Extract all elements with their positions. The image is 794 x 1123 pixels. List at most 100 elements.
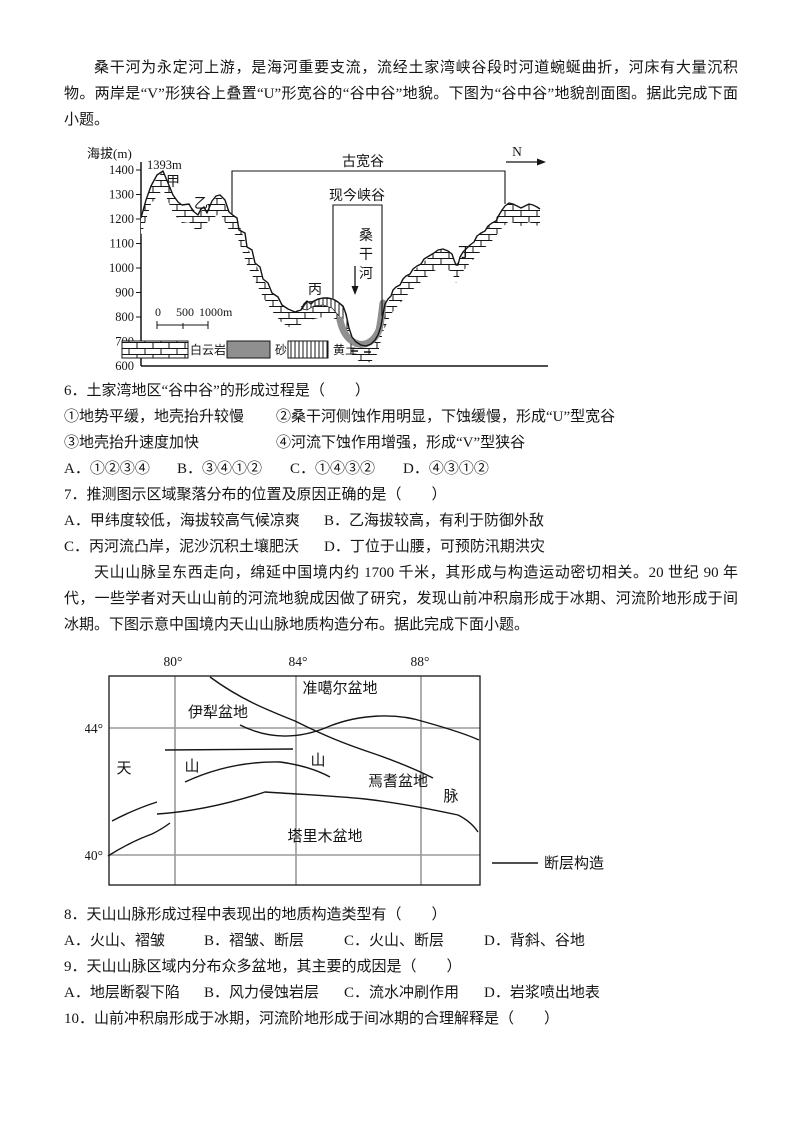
dolomite-band bbox=[141, 171, 540, 363]
north-arrow: N bbox=[506, 144, 546, 166]
yili-basin-label: 伊犁盆地 bbox=[188, 704, 248, 721]
tick-900: 900 bbox=[115, 286, 134, 300]
fault-lines bbox=[107, 676, 480, 857]
tianshan-char-shan1: 山 bbox=[184, 758, 199, 775]
tick-1300: 1300 bbox=[109, 188, 134, 202]
legend-loess-label: 黄土 bbox=[333, 343, 357, 357]
tick-1200: 1200 bbox=[109, 212, 134, 226]
question-7: 7．推测图示区域聚落分布的位置及原因正确的是（ ） A．甲纬度较低，海拔较高气候… bbox=[64, 482, 738, 560]
passage-tianshan: 天山山脉呈东西走向，绵延中国境内约 1700 千米，其形成与构造运动密切相关。2… bbox=[64, 565, 738, 633]
river-flow-arrow bbox=[351, 266, 359, 295]
q6-item-1: ①地势平缓，地壳抬升较慢 bbox=[64, 409, 245, 425]
map-graticule bbox=[109, 676, 480, 885]
q6-option-a: A．①②③④ bbox=[64, 461, 150, 477]
question-9: 9．天山山脉区域内分布众多盆地，其主要的成因是（ ） A．地层断裂下陷 B．风力… bbox=[64, 954, 738, 1006]
scale-bar: 0 500 1000m bbox=[155, 305, 233, 329]
tianshan-char-mai: 脉 bbox=[443, 788, 458, 805]
q7-option-d: D．丁位于山腰，可预防汛期洪灾 bbox=[324, 539, 545, 555]
tick-800: 800 bbox=[115, 310, 134, 324]
scale-zero: 0 bbox=[155, 305, 161, 319]
q7-option-c: C．丙河流凸岸，泥沙沉积土壤肥沃 bbox=[64, 539, 300, 555]
fault-line bbox=[164, 748, 294, 751]
q6-options-row: A．①②③④ B．③④①② C．①④③② D．④③①② bbox=[64, 456, 738, 482]
fault-line bbox=[184, 761, 331, 783]
legend-dolomite-swatch bbox=[121, 340, 189, 359]
q9-option-b: B．风力侵蚀岩层 bbox=[204, 985, 320, 1001]
q9-option-d: D．岩浆喷出地表 bbox=[484, 985, 600, 1001]
sand-deposit bbox=[336, 299, 387, 348]
q6-item-2: ②桑干河侧蚀作用明显，下蚀缓慢，形成“U”型宽谷 bbox=[276, 409, 616, 425]
river-char-1: 桑 bbox=[359, 228, 373, 244]
river-label: 桑 干 河 bbox=[351, 228, 373, 295]
elevation-profile-diagram: 海拔(m) 1400 1300 1200 1100 1000 900 800 7… bbox=[87, 144, 548, 373]
fault-line bbox=[107, 822, 171, 857]
q7-option-b: B．乙海拔较高，有利于防御外敌 bbox=[324, 513, 545, 529]
map-legend: 断层构造 bbox=[492, 855, 604, 872]
ancient-valley-label: 古宽谷 bbox=[342, 153, 384, 170]
tick-1000: 1000 bbox=[109, 261, 134, 275]
lat-40-label: 40° bbox=[85, 848, 103, 863]
point-bing-label: 丙 bbox=[308, 283, 322, 298]
q7-stem: 7．推测图示区域聚落分布的位置及原因正确的是（ ） bbox=[64, 487, 447, 503]
point-yi-label: 乙 bbox=[194, 196, 208, 212]
q10-stem: 10．山前冲积扇形成于冰期，河流阶地形成于间冰期的合理解释是（ ） bbox=[64, 1011, 560, 1027]
present-gorge-label: 现今峡谷 bbox=[329, 188, 385, 204]
profile-legend: 白云岩 砂 黄土 bbox=[121, 340, 357, 359]
junggar-basin-label: 准噶尔盆地 bbox=[302, 680, 377, 697]
q9-option-a: A．地层断裂下陷 bbox=[64, 985, 180, 1001]
tick-1400: 1400 bbox=[109, 163, 134, 177]
legend-loess-swatch bbox=[287, 340, 329, 359]
river-char-2: 干 bbox=[359, 248, 373, 263]
scale-mid: 500 bbox=[176, 305, 194, 319]
fault-legend-label: 断层构造 bbox=[544, 855, 604, 872]
present-gorge-bracket bbox=[332, 204, 383, 316]
channel-base-dashes bbox=[351, 350, 371, 353]
yanqi-basin-label: 焉耆盆地 bbox=[368, 773, 428, 790]
lon-84-label: 84° bbox=[289, 654, 308, 669]
north-label: N bbox=[512, 144, 522, 159]
q7-option-a: A．甲纬度较低，海拔较高气候凉爽 bbox=[64, 513, 300, 529]
map-frame bbox=[108, 675, 481, 886]
q8-option-c: C．火山、断层 bbox=[344, 933, 445, 949]
scale-end: 1000m bbox=[199, 305, 233, 319]
profile-y-axis: 海拔(m) 1400 1300 1200 1100 1000 900 800 7… bbox=[87, 146, 548, 373]
fault-line bbox=[111, 801, 158, 822]
q8-options-row: A．火山、褶皱 B．褶皱、断层 C．火山、断层 D．背斜、谷地 bbox=[64, 928, 738, 954]
ancient-valley-bracket bbox=[231, 170, 506, 214]
tick-600: 600 bbox=[115, 359, 134, 373]
legend-dolomite-label: 白云岩 bbox=[190, 342, 226, 357]
tarim-basin-label: 塔里木盆地 bbox=[287, 828, 362, 845]
river-char-3: 河 bbox=[359, 266, 373, 282]
question-6: 6．土家湾地区“谷中谷”的形成过程是（ ） ①地势平缓，地壳抬升较慢 ②桑干河侧… bbox=[64, 378, 738, 482]
q8-stem: 8．天山山脉形成过程中表现出的地质构造类型有（ ） bbox=[64, 907, 447, 923]
question-8: 8．天山山脉形成过程中表现出的地质构造类型有（ ） A．火山、褶皱 B．褶皱、断… bbox=[64, 902, 738, 954]
tick-1100: 1100 bbox=[109, 237, 134, 251]
legend-sand-swatch bbox=[226, 340, 271, 359]
q6-item-4: ④河流下蚀作用增强，形成“V”型狭谷 bbox=[276, 435, 526, 451]
q9-stem: 9．天山山脉区域内分布众多盆地，其主要的成因是（ ） bbox=[64, 959, 462, 975]
passage-sanggan-river: 桑干河为永定河上游，是海河重要支流，流经土家湾峡谷段时河道蜿蜒曲折，河床有大量沉… bbox=[64, 60, 738, 128]
fault-line bbox=[239, 715, 480, 741]
y-axis-title: 海拔(m) bbox=[87, 146, 132, 161]
q6-stem: 6．土家湾地区“谷中谷”的形成过程是（ ） bbox=[64, 383, 370, 399]
q7-options-row-1: A．甲纬度较低，海拔较高气候凉爽 B．乙海拔较高，有利于防御外敌 bbox=[64, 508, 738, 534]
point-ding-label: 丁 bbox=[458, 246, 472, 261]
q8-option-d: D．背斜、谷地 bbox=[484, 933, 585, 949]
point-jia-label: 甲 bbox=[166, 175, 180, 190]
q6-items-row-2: ③地壳抬升速度加快 ④河流下蚀作用增强，形成“V”型狭谷 bbox=[64, 430, 738, 456]
q6-items-row-1: ①地势平缓，地壳抬升较慢 ②桑干河侧蚀作用明显，下蚀缓慢，形成“U”型宽谷 bbox=[64, 404, 738, 430]
fault-line bbox=[156, 791, 479, 833]
q6-item-3: ③地壳抬升速度加快 bbox=[64, 435, 200, 451]
q6-option-c: C．①④③② bbox=[290, 461, 376, 477]
q6-option-b: B．③④①② bbox=[177, 461, 263, 477]
question-10: 10．山前冲积扇形成于冰期，河流阶地形成于间冰期的合理解释是（ ） bbox=[64, 1006, 738, 1032]
tianshan-char-shan2: 山 bbox=[310, 752, 325, 769]
fault-line bbox=[209, 676, 434, 779]
lon-80-label: 80° bbox=[164, 654, 183, 669]
q7-options-row-2: C．丙河流凸岸，泥沙沉积土壤肥沃 D．丁位于山腰，可预防汛期洪灾 bbox=[64, 534, 738, 560]
tianshan-structure-map: 80° 84° 88° 44° 40° 准噶尔盆地 伊犁盆地 天 山 山 焉耆盆… bbox=[85, 654, 604, 886]
q6-option-d: D．④③①② bbox=[403, 461, 489, 477]
terrain-surface bbox=[140, 170, 541, 347]
q9-option-c: C．流水冲刷作用 bbox=[344, 985, 460, 1001]
